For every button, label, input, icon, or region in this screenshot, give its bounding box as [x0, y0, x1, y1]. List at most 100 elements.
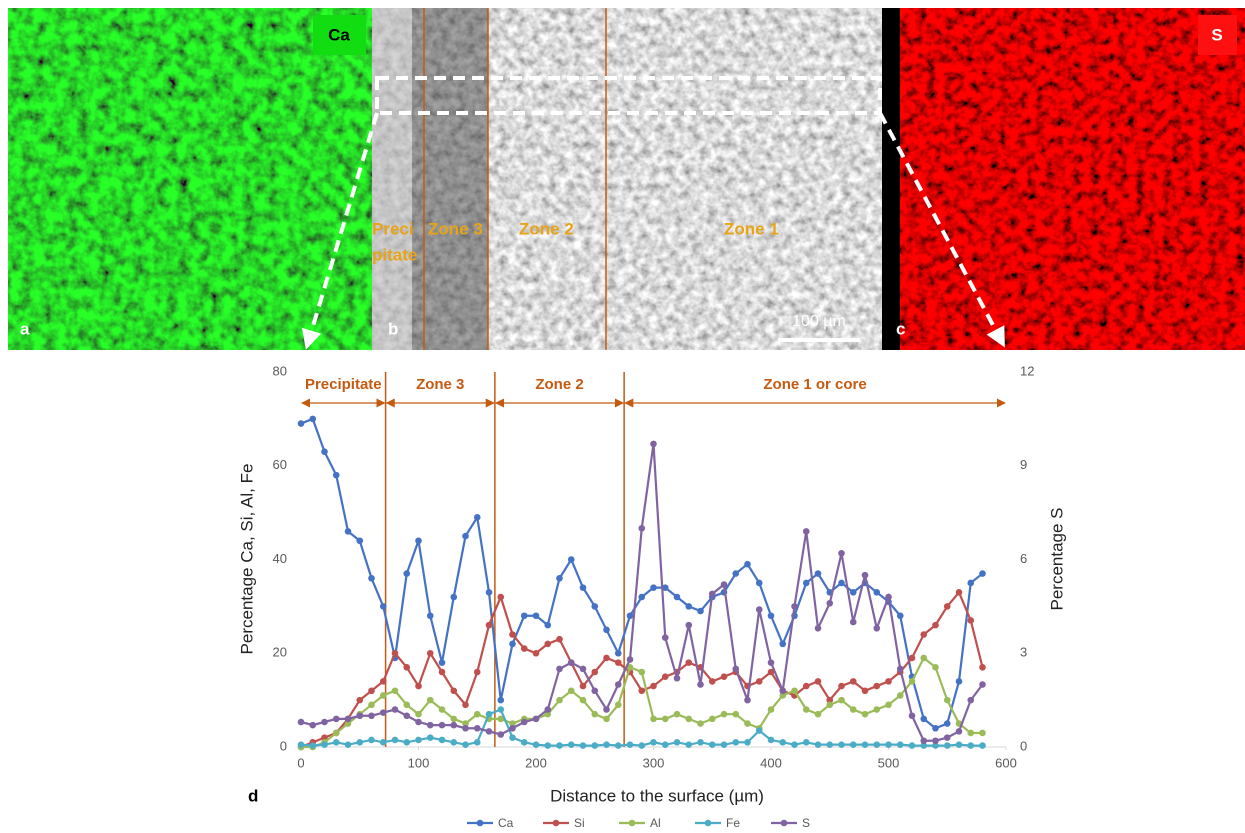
- data-point: [568, 687, 575, 694]
- data-point: [486, 728, 493, 735]
- data-point: [368, 702, 375, 709]
- data-point: [850, 678, 857, 685]
- data-point: [721, 673, 728, 680]
- legend-label: Si: [574, 816, 585, 830]
- data-point: [944, 603, 951, 610]
- data-point: [721, 711, 728, 718]
- data-point: [380, 678, 387, 685]
- data-point: [439, 659, 446, 666]
- data-point: [368, 687, 375, 694]
- data-point: [333, 716, 340, 723]
- data-point: [956, 589, 963, 596]
- data-point: [838, 697, 845, 704]
- data-point: [744, 561, 751, 568]
- data-point: [544, 622, 551, 629]
- data-point: [803, 580, 810, 587]
- data-point: [873, 706, 880, 713]
- data-point: [638, 742, 645, 749]
- image-panel-c: [882, 8, 1245, 350]
- data-point: [709, 716, 716, 723]
- data-point: [932, 725, 939, 732]
- zone-annotation: Preci: [372, 219, 414, 238]
- data-point: [474, 711, 481, 718]
- data-point: [897, 741, 904, 748]
- zone-annotation: Zone 2: [519, 219, 574, 238]
- data-point: [897, 692, 904, 699]
- data-point: [979, 664, 986, 671]
- data-point: [556, 697, 563, 704]
- y-tick-label: 40: [273, 551, 287, 566]
- data-point: [333, 739, 340, 746]
- data-point: [803, 706, 810, 713]
- data-point: [627, 656, 634, 663]
- y-tick-label: 20: [273, 645, 287, 660]
- data-point: [791, 603, 798, 610]
- data-point: [909, 678, 916, 685]
- data-point: [521, 645, 528, 652]
- data-point: [944, 734, 951, 741]
- data-point: [462, 725, 469, 732]
- data-point: [803, 739, 810, 746]
- data-point: [791, 741, 798, 748]
- data-point: [862, 572, 869, 579]
- data-point: [944, 697, 951, 704]
- data-point: [979, 742, 986, 749]
- data-point: [403, 712, 410, 719]
- panel-label: d: [248, 786, 258, 805]
- y-tick-label: 0: [280, 738, 287, 753]
- data-point: [415, 719, 422, 726]
- data-point: [615, 681, 622, 688]
- data-point: [415, 537, 422, 544]
- data-point: [685, 622, 692, 629]
- data-point: [298, 719, 305, 726]
- data-point: [768, 659, 775, 666]
- data-point: [873, 741, 880, 748]
- data-point: [732, 570, 739, 577]
- data-point: [591, 603, 598, 610]
- data-point: [309, 416, 316, 423]
- data-point: [685, 741, 692, 748]
- data-point: [403, 702, 410, 709]
- data-point: [826, 702, 833, 709]
- y2-tick-label: 0: [1020, 738, 1027, 753]
- data-point: [462, 533, 469, 540]
- data-point: [580, 584, 587, 591]
- data-point: [744, 720, 751, 727]
- data-point: [638, 525, 645, 532]
- legend-swatch: [477, 820, 484, 827]
- data-point: [427, 734, 434, 741]
- data-point: [356, 537, 363, 544]
- data-point: [909, 712, 916, 719]
- data-point: [474, 669, 481, 676]
- data-point: [979, 730, 986, 737]
- data-point: [392, 706, 399, 713]
- data-point: [439, 737, 446, 744]
- x-tick-label: 200: [525, 755, 547, 770]
- data-point: [509, 734, 516, 741]
- x-tick-label: 0: [297, 755, 304, 770]
- data-point: [850, 741, 857, 748]
- x-tick-label: 500: [878, 755, 900, 770]
- data-point: [392, 650, 399, 657]
- data-point: [568, 659, 575, 666]
- data-point: [509, 641, 516, 648]
- data-point: [862, 711, 869, 718]
- data-point: [544, 641, 551, 648]
- data-point: [685, 716, 692, 723]
- data-point: [897, 612, 904, 619]
- data-point: [909, 655, 916, 662]
- data-point: [450, 722, 457, 729]
- data-point: [650, 739, 657, 746]
- data-point: [979, 681, 986, 688]
- data-point: [732, 666, 739, 673]
- data-point: [803, 683, 810, 690]
- panel-label: c: [896, 319, 905, 338]
- data-point: [580, 697, 587, 704]
- data-point: [450, 594, 457, 601]
- y2-axis-title: Percentage S: [1047, 507, 1066, 610]
- data-point: [533, 716, 540, 723]
- data-point: [838, 683, 845, 690]
- data-point: [533, 612, 540, 619]
- data-point: [709, 741, 716, 748]
- data-point: [768, 706, 775, 713]
